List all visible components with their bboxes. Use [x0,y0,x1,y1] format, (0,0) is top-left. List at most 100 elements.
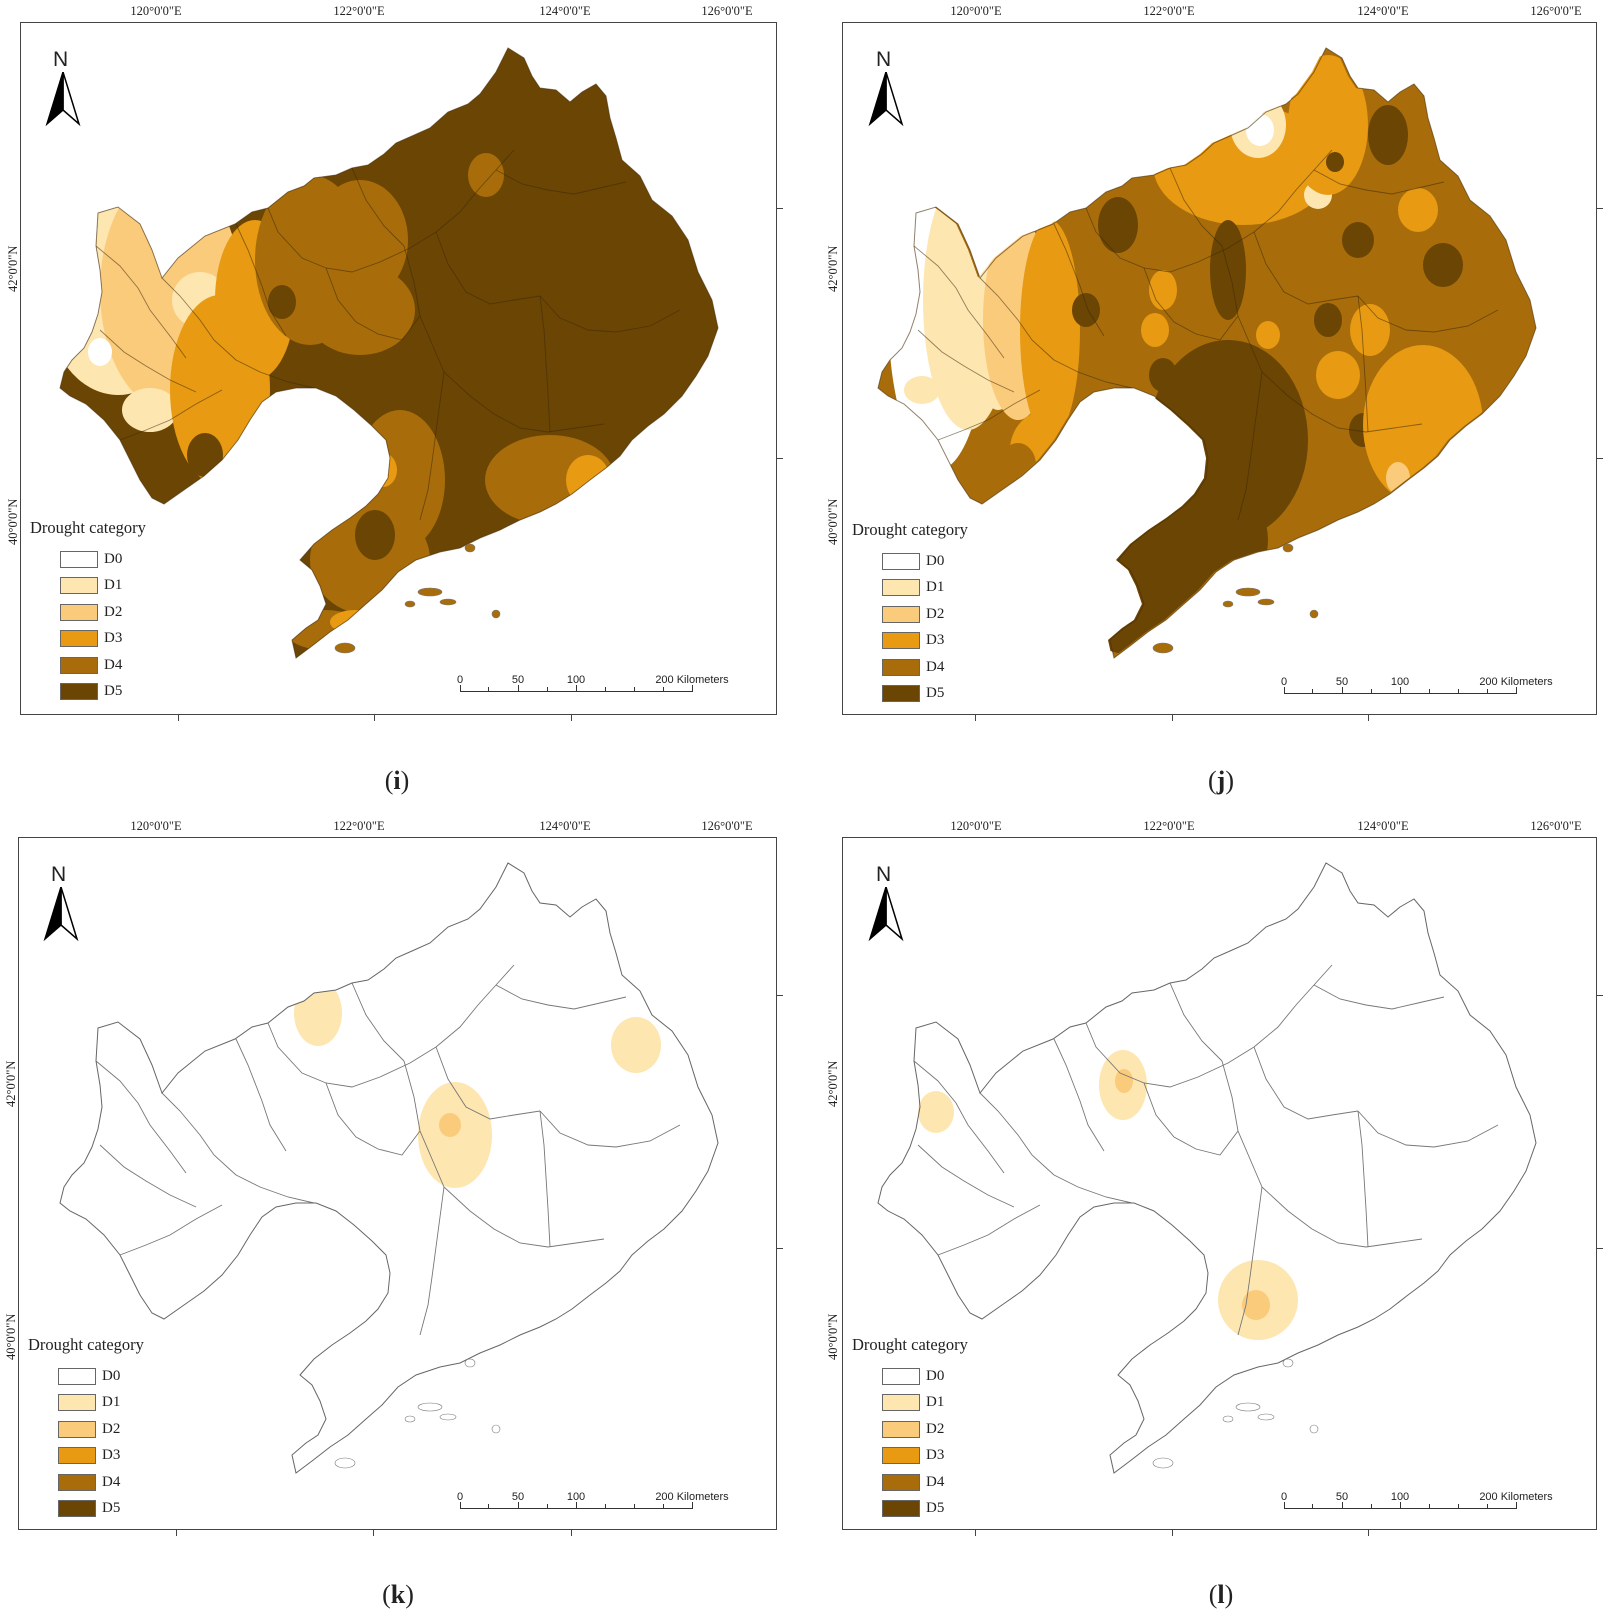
legend-label: D0 [102,1367,121,1384]
province-map [59,47,719,659]
county-boundary [235,1174,315,1204]
island [439,1413,457,1421]
county-boundary [495,169,627,195]
drought-zone-d3 [1256,321,1280,349]
county-boundary [443,1186,605,1248]
scale-tick [1371,689,1372,694]
legend-label: D0 [926,552,945,569]
county-boundary [1053,1038,1105,1152]
drought-zone-d5 [1210,220,1246,320]
island [417,587,443,597]
drought-zone-d3 [1316,351,1360,399]
lon-label-126: 126°0'0"E [1530,4,1582,18]
lat-label-42: 42°0'0"N [826,1060,840,1107]
legend-label: D3 [104,630,123,647]
island [417,1402,443,1412]
county-boundary [1357,1110,1499,1148]
axis-tick [777,208,783,209]
legend-swatch [882,579,920,597]
lat-label-42: 42°0'0"N [826,245,840,292]
legend-swatch [60,603,98,621]
scale-tick [605,1504,606,1509]
scale-tick [1342,687,1343,694]
axis-tick [571,1530,572,1536]
county-boundary [99,329,197,393]
island [1309,1424,1319,1434]
axis-tick [373,1530,374,1536]
legend-item-d0: D0 [852,1363,968,1390]
drought-zone-d1 [122,388,178,432]
legend-swatch [882,632,920,650]
county-boundary [1237,371,1263,521]
lon-label-122: 122°0'0"E [333,819,385,833]
north-label: N [876,48,892,71]
north-label: N [53,48,69,71]
legend-swatch [60,577,98,595]
legend-title: Drought category [852,1335,968,1354]
island [464,543,476,553]
drought-zone-d3 [1288,55,1368,195]
scale-bar: 0 50 100 200 Kilometers [1281,1491,1584,1521]
county-boundary [435,149,515,233]
county-boundary [435,231,541,305]
county-boundary [351,167,405,247]
scale-label-50: 50 [1335,1491,1349,1503]
panel-letter: k [390,1580,406,1609]
legend-item-d1: D1 [28,1390,144,1417]
map-panel-k: 120°0'0"E 122°0'0"E 124°0'0"E 126°0'0"E … [0,815,800,1617]
legend-swatch [60,683,98,701]
legend-swatch [60,550,98,568]
county-boundary [1053,1174,1133,1204]
island [1282,543,1294,553]
legend-label: D3 [102,1447,121,1464]
island [439,598,457,606]
scale-tick [576,685,577,692]
province-map [877,47,1537,659]
lat-label-40: 40°0'0"N [826,498,840,545]
scale-label-100: 100 [1390,676,1410,688]
legend-item-d4: D4 [852,654,968,681]
legend-item-d5: D5 [852,1496,968,1523]
island [404,600,416,608]
lon-label-122: 122°0'0"E [333,4,385,18]
county-boundary [435,1046,541,1120]
legend-label: D5 [926,1500,945,1517]
drought-zone-d5 [1326,152,1344,172]
scale-label-50: 50 [511,674,525,686]
map-panel-j: 120°0'0"E 122°0'0"E 124°0'0"E 126°0'0"E … [820,0,1613,800]
legend-title: Drought category [852,520,968,539]
drought-zone-d1 [930,327,958,357]
county-boundary [235,223,287,337]
scale-tick [663,687,664,692]
scale-tick [692,685,693,692]
county-boundary [979,1092,1055,1176]
drought-zone-d2 [1386,462,1410,494]
legend-swatch [882,1420,920,1438]
drought-zone-d3 [1141,313,1169,347]
axis-tick [1597,458,1603,459]
scale-tick [1516,687,1517,694]
north-arrow: N [45,48,81,128]
drought-zone-d3 [369,453,397,487]
legend-label: D5 [102,1500,121,1517]
lat-label-42: 42°0'0"N [4,1060,18,1107]
county-boundary [95,1060,187,1174]
legend-label: D2 [104,603,123,620]
scale-label-0: 0 [456,674,464,686]
scale-tick [634,687,635,692]
axis-tick [374,715,375,721]
island [1257,1413,1275,1421]
scale-tick [1487,1504,1488,1509]
island [1309,609,1319,619]
island [1152,1457,1174,1469]
drought-zone-d4 [485,435,615,525]
county-boundary [937,1204,1041,1256]
county-boundary [913,245,1005,359]
legend-label: D4 [102,1473,121,1490]
legend-item-d3: D3 [852,1443,968,1470]
north-label: N [51,863,67,886]
scale-tick [1400,1502,1401,1509]
legend-label: D3 [926,1447,945,1464]
scale-tick [1429,689,1430,694]
county-boundary [161,1092,237,1176]
